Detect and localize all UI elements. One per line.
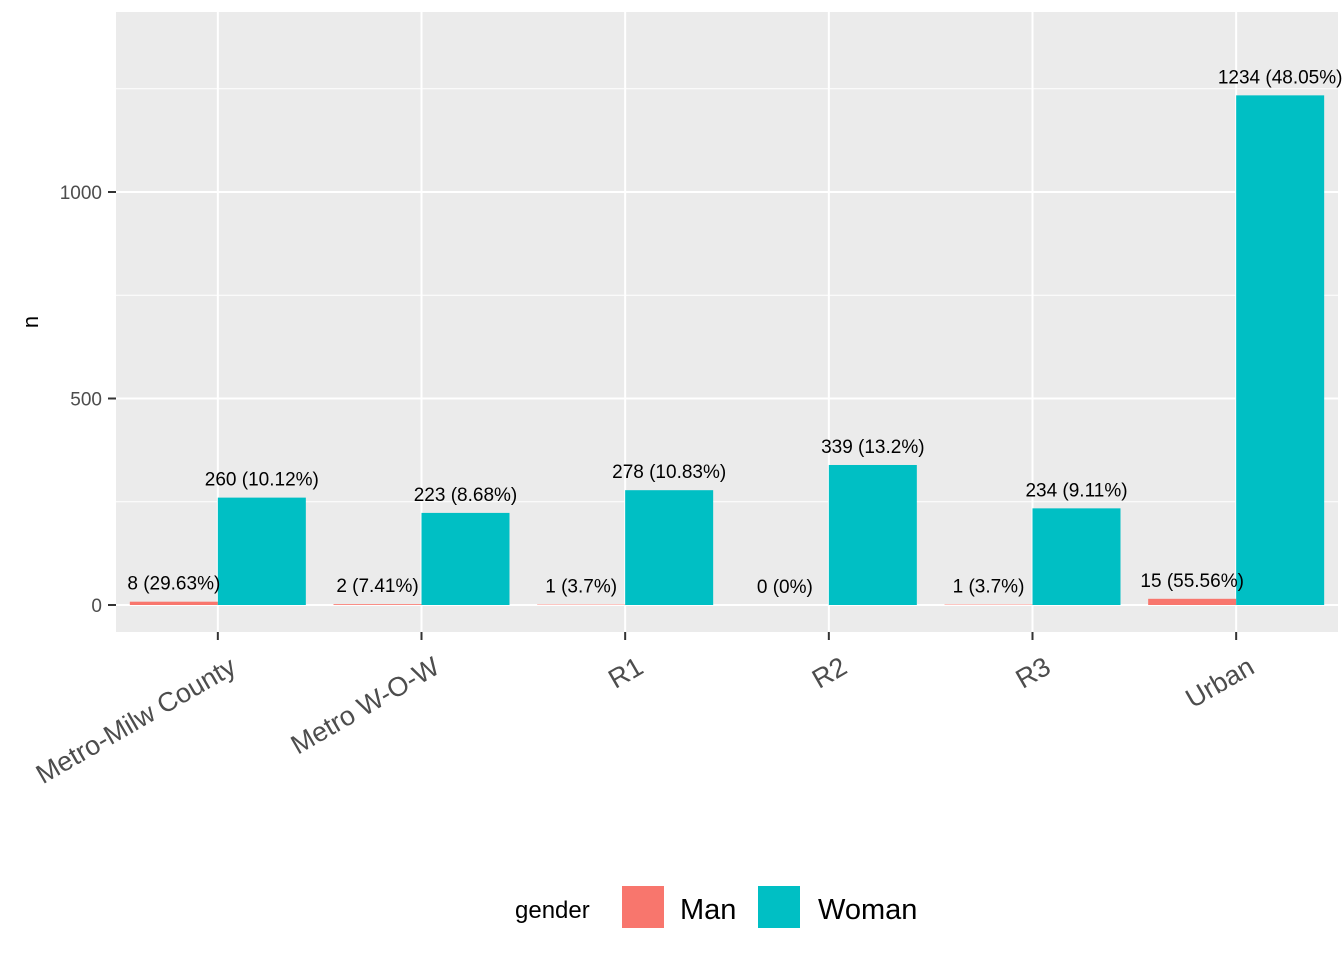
legend-label-woman: Woman — [818, 894, 917, 926]
legend: gender Man Woman — [515, 886, 917, 928]
x-tick-label: Metro-Milw County — [31, 651, 241, 790]
data-label: 1234 (48.05%) — [1218, 67, 1343, 88]
legend-key-man — [622, 886, 664, 928]
data-label: 223 (8.68%) — [414, 485, 518, 506]
bar-man — [129, 601, 218, 605]
data-label: 0 (0%) — [757, 577, 813, 598]
x-tick-label: R3 — [1011, 651, 1056, 694]
data-label: 1 (3.7%) — [953, 577, 1025, 598]
bar-woman — [1236, 95, 1325, 605]
data-label: 339 (13.2%) — [821, 437, 925, 458]
data-label: 278 (10.83%) — [612, 462, 726, 483]
bar-woman — [625, 490, 714, 605]
plot-panel — [116, 12, 1338, 632]
minor-gridlines — [116, 88, 1338, 503]
bar-man — [333, 604, 422, 605]
x-tick-label: Urban — [1180, 651, 1259, 714]
data-label: 15 (55.56%) — [1140, 571, 1244, 592]
x-axis: Metro-Milw County Metro W-O-W R1 R2 R3 Urban — [31, 632, 1259, 790]
y-axis-title: n — [18, 316, 43, 328]
bar-woman — [421, 512, 510, 605]
bars — [129, 95, 1325, 606]
bar-woman — [217, 497, 306, 605]
y-axis: 0 500 1000 — [60, 183, 116, 617]
y-tick-label: 0 — [91, 596, 102, 617]
y-tick-label: 500 — [70, 390, 102, 411]
legend-key-woman — [758, 886, 800, 928]
data-label: 8 (29.63%) — [127, 574, 220, 595]
legend-title: gender — [515, 897, 590, 924]
x-tick-label: R2 — [807, 651, 852, 694]
data-label: 234 (9.11%) — [1025, 480, 1127, 501]
legend-label-man: Man — [680, 894, 736, 926]
x-tick-label: R1 — [603, 651, 648, 694]
data-label: 260 (10.12%) — [205, 470, 319, 491]
bar-labels: 8 (29.63%) 2 (7.41%) 1 (3.7%) 0 (0%) 1 (3.7%… — [127, 67, 1342, 598]
bar-man — [1148, 598, 1237, 605]
x-tick-label: Metro W-O-W — [286, 651, 445, 760]
bar-woman — [828, 464, 917, 605]
y-tick-label: 1000 — [60, 183, 102, 204]
data-label: 2 (7.41%) — [336, 576, 418, 597]
data-label: 1 (3.7%) — [545, 577, 617, 598]
bar-woman — [1032, 508, 1121, 605]
